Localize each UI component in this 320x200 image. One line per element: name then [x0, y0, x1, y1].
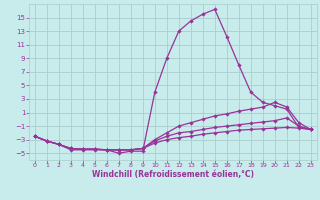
X-axis label: Windchill (Refroidissement éolien,°C): Windchill (Refroidissement éolien,°C) [92, 170, 254, 179]
